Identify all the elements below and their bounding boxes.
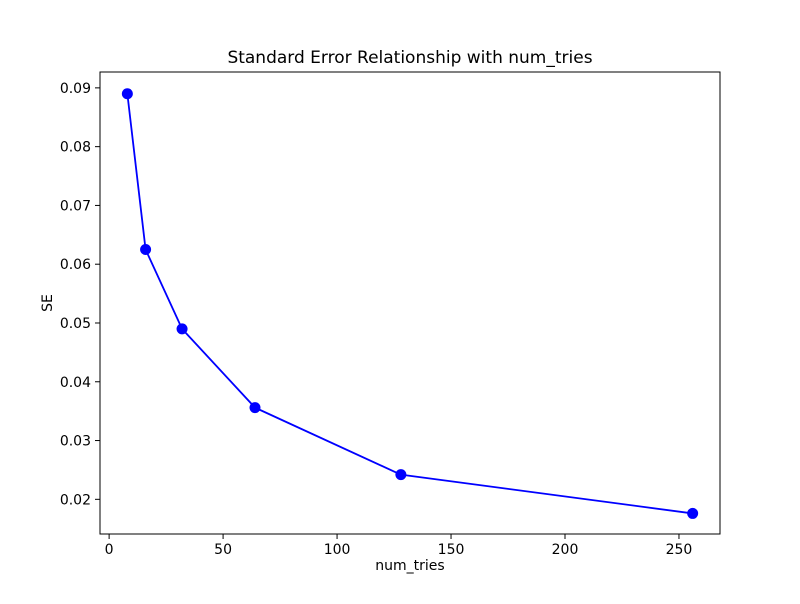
plot-area-border [99,71,721,535]
data-point-marker [121,88,133,100]
x-tick-label: 200 [552,542,579,558]
y-tick-label: 0.08 [60,140,91,156]
x-tick-label: 100 [324,542,351,558]
y-tick-label: 0.03 [60,434,91,450]
x-tick-label: 50 [214,542,232,558]
y-axis-label: SE [40,294,56,312]
y-tick-label: 0.07 [60,198,91,214]
x-tick-label: 0 [105,542,114,558]
y-tick-label: 0.06 [60,257,91,273]
x-axis-label: num_tries [375,558,444,574]
se-line [126,93,693,515]
x-axis-ticks: 0 50 100 150 200 250 [105,534,693,558]
y-tick-label: 0.09 [60,81,91,97]
data-point-marker [395,469,407,481]
chart-title: Standard Error Relationship with num_tri… [227,48,592,68]
data-point-marker [176,323,188,335]
x-tick-label: 150 [438,542,465,558]
y-axis-ticks: 0.02 0.03 0.04 0.05 0.06 0.07 0.08 0.09 [60,81,100,508]
series-group [121,88,699,519]
x-tick-label: 250 [666,542,693,558]
y-tick-label: 0.02 [60,492,91,508]
data-point-marker [687,507,699,519]
data-point-marker [249,402,261,414]
y-tick-label: 0.04 [60,375,91,391]
data-point-marker [140,244,152,256]
y-tick-label: 0.05 [60,316,91,332]
